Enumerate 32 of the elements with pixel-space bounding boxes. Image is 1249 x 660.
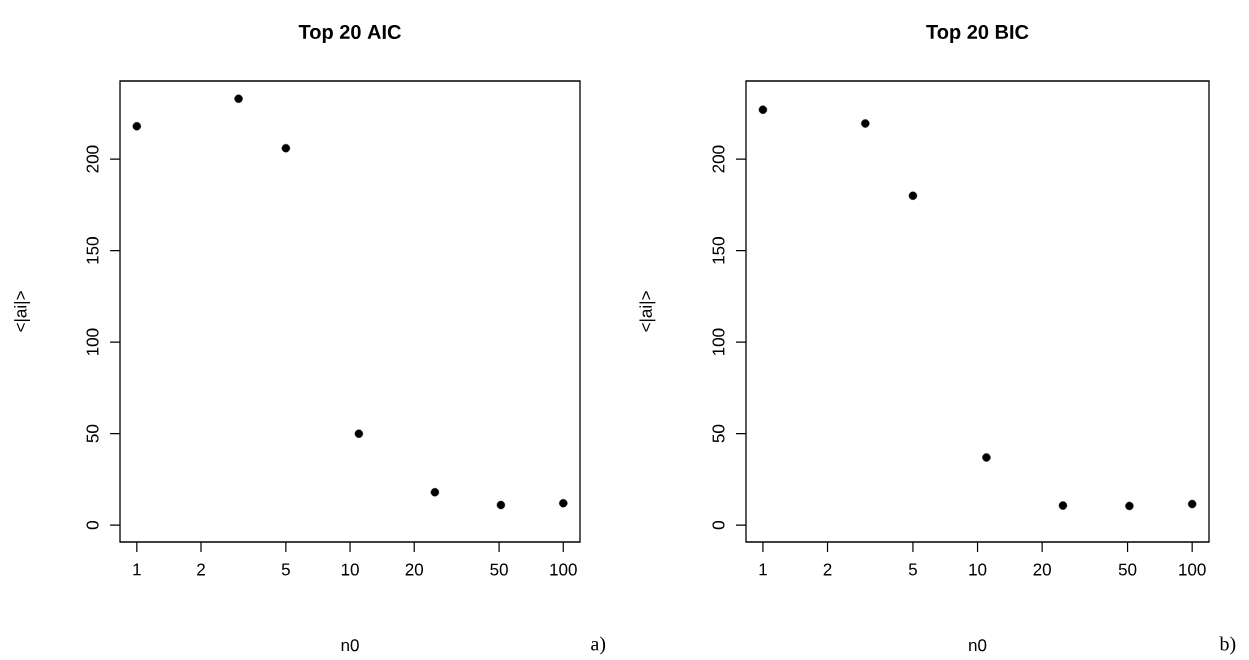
- x-tick-label: 2: [197, 563, 205, 576]
- y-axis-title: <|ai|>: [14, 291, 30, 332]
- x-tick-label: 20: [405, 563, 424, 576]
- x-tick-label: 50: [1118, 563, 1137, 576]
- x-tick-label: 20: [1033, 563, 1051, 576]
- text: a): [591, 636, 606, 655]
- x-tick-label: 5: [908, 563, 917, 576]
- chart-title: Top 20 AIC: [298, 24, 401, 44]
- y-tick-label: 100: [712, 328, 725, 356]
- y-tick-label: 150: [86, 237, 99, 264]
- y-axis-title: <|ai|>: [639, 291, 656, 332]
- x-axis-title: n0: [969, 639, 987, 652]
- y-tick-label: 100: [86, 328, 99, 356]
- x-tick-label: 2: [823, 563, 832, 576]
- x-tick-label: 50: [490, 563, 508, 576]
- y-tick-label: 50: [712, 424, 725, 443]
- x-tick-label: 1: [759, 563, 767, 576]
- y-tick-label: 150: [712, 237, 725, 264]
- x-tick-label: 100: [1179, 563, 1206, 576]
- x-tick-label: 1: [133, 563, 141, 576]
- x-tick-label: 100: [550, 563, 577, 576]
- y-tick-label: 0: [86, 521, 99, 530]
- y-tick-label: 200: [86, 145, 99, 173]
- x-tick-label: 10: [969, 563, 987, 576]
- y-tick-label: 200: [712, 145, 725, 173]
- chart-title: Top 20 BIC: [926, 24, 1029, 44]
- x-tick-label: 5: [281, 563, 290, 576]
- y-tick-label: 50: [86, 424, 99, 443]
- y-tick-label: 0: [712, 521, 725, 530]
- x-tick-label: 10: [341, 563, 359, 576]
- text: b): [1219, 636, 1236, 655]
- x-axis-title: n0: [341, 639, 359, 652]
